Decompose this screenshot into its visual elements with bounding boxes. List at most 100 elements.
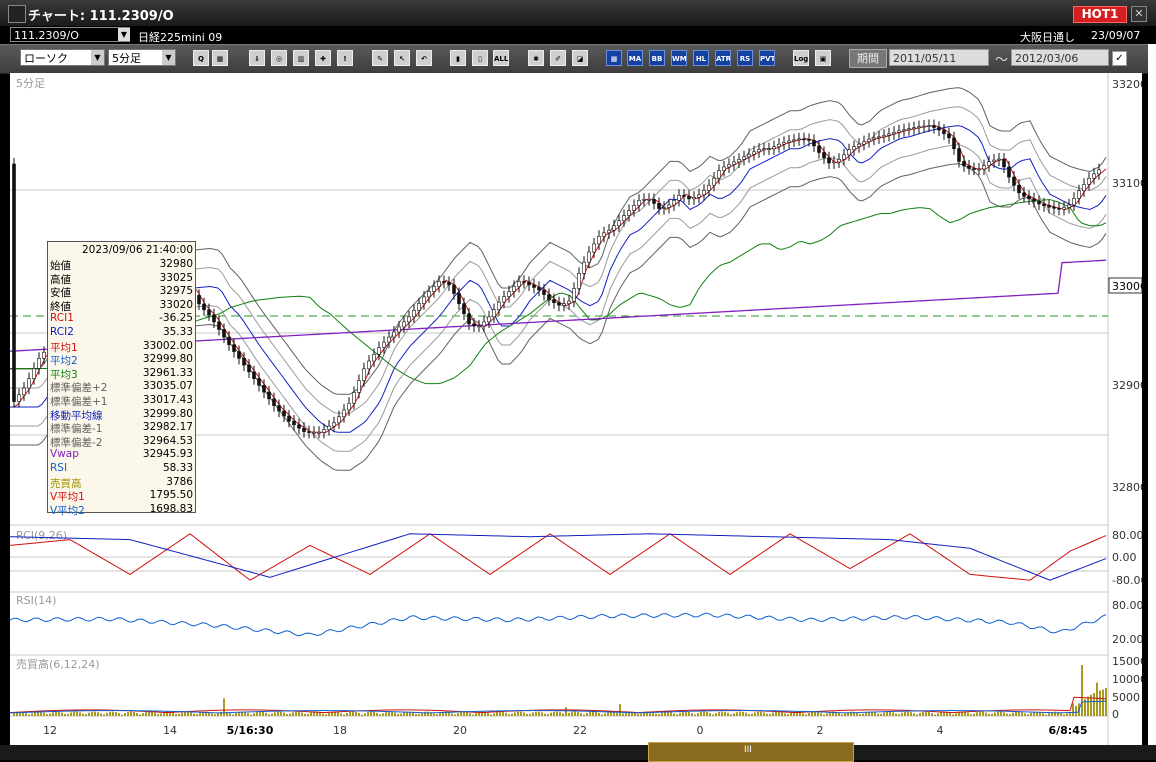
volume-bar [565,707,567,716]
candle [852,146,856,151]
chevron-down-icon[interactable]: ▼ [162,50,175,65]
volume-bar [124,713,126,716]
candle [962,161,966,167]
scroll-thumb[interactable]: III [648,742,854,762]
volume-bar [451,713,453,716]
candle [607,229,611,234]
alert-icon[interactable]: ! [337,50,353,66]
volume-bar [259,711,261,716]
candle [522,281,526,283]
candle [1007,166,1011,178]
pen-icon[interactable]: ✎ [372,50,388,66]
magnify-icon[interactable]: ◎ [271,50,287,66]
candle [942,129,946,135]
hot-button[interactable]: HOT1 [1073,6,1127,23]
all-button[interactable]: ALL [493,50,509,66]
candle [357,380,361,393]
zoom-icon[interactable]: Q [193,50,209,66]
volume-bar [316,711,318,716]
volume-bar [1102,689,1104,716]
volume-bar [502,711,504,716]
candle [857,143,861,148]
volume-bar [577,712,579,716]
info-row-label: 安値 [50,287,71,300]
volume-bar [679,712,681,716]
candle [722,166,726,171]
volume-bar [799,712,801,716]
volume-bar [862,713,864,716]
close-icon[interactable]: ✕ [1131,6,1147,22]
symbol-input[interactable]: 111.2309/O [10,27,130,42]
cursor-icon[interactable]: ↖ [394,50,410,66]
pvt-button[interactable]: PVT [759,50,775,66]
info-row-label: 売買高 [50,477,82,490]
color-icon[interactable]: ◪ [572,50,588,66]
horizontal-scrollbar[interactable] [0,745,1156,760]
volume-bar [1081,665,1083,716]
volume-bar [202,711,204,716]
candle [467,313,471,325]
candle [202,303,206,311]
wma-button[interactable]: WMA [671,50,687,66]
volume-bar [160,713,162,716]
candle [982,165,986,170]
price-tick: 33100 [1112,177,1142,190]
period-button[interactable]: 期間 [849,49,887,68]
brush-icon[interactable]: ✐ [550,50,566,66]
chart-area[interactable]: 5分足 RCI(9,26) RSI(14) 売買高(6,12,24) 33200… [9,73,1147,745]
atr-button[interactable]: ATR [715,50,731,66]
chevron-down-icon[interactable]: ▼ [118,28,130,41]
volume-bar [349,711,351,716]
undo-icon[interactable]: ↶ [416,50,432,66]
volume-bar [217,712,219,716]
volume-bar [58,711,60,716]
volume-bar [892,712,894,716]
volume-bar [493,713,495,716]
candle [287,415,291,422]
candle [42,351,46,359]
date-from-field[interactable]: 2011/05/11 [889,49,989,66]
date-to-field[interactable]: 2012/03/06 [1011,49,1109,66]
rci-tick: 0.00 [1112,551,1137,564]
volume-bar [1066,713,1068,716]
candle2-icon[interactable]: ▯ [472,50,488,66]
settings-icon[interactable]: ✱ [528,50,544,66]
vertical-scrollbar[interactable] [1148,44,1156,745]
candle [622,215,626,221]
hl-button[interactable]: HL [693,50,709,66]
ma-button[interactable]: MA [627,50,643,66]
volume-bar [991,713,993,716]
cross-icon[interactable]: ✚ [315,50,331,66]
arrow-down-icon[interactable]: ⇓ [249,50,265,66]
enable-checkbox[interactable]: ✓ [1112,51,1127,66]
volume-bar [226,712,228,716]
volume-bar [985,712,987,716]
vol-ma2-line [9,700,1107,714]
info-row-value: 33002.00 [142,339,193,352]
chart-type-value: ローソク [24,52,68,65]
bars-icon[interactable]: ▥ [293,50,309,66]
symbol-name: 日経225mini 09 [138,31,223,44]
log-button[interactable]: Log [793,50,809,66]
bb-button[interactable]: BB [649,50,665,66]
candle [22,387,26,396]
chevron-down-icon[interactable]: ▼ [91,50,104,65]
volume-bar [199,712,201,716]
grid-icon[interactable]: ▦ [212,50,228,66]
candle [242,358,246,366]
candle [497,301,501,311]
grid2-icon[interactable]: ▦ [606,50,622,66]
candle-icon[interactable]: ▮ [450,50,466,66]
candle [247,364,251,373]
volume-bar [868,711,870,716]
candle [297,424,301,429]
candle [767,148,771,151]
candle [782,142,786,145]
picture-icon[interactable]: ▣ [815,50,831,66]
volume-bar [331,711,333,716]
rs-button[interactable]: RS [737,50,753,66]
candle [732,161,736,165]
volume-bar [736,712,738,716]
chart-type-select[interactable]: ローソク ▼ [20,49,105,66]
interval-select[interactable]: 5分足 ▼ [108,49,176,66]
